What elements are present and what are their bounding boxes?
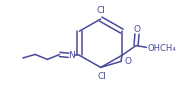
Text: O: O [124, 57, 131, 66]
Text: Cl: Cl [97, 72, 106, 81]
Text: N: N [69, 51, 75, 60]
Text: OHCH₄: OHCH₄ [147, 44, 176, 53]
Text: O: O [134, 25, 140, 34]
Text: Cl: Cl [96, 6, 105, 15]
